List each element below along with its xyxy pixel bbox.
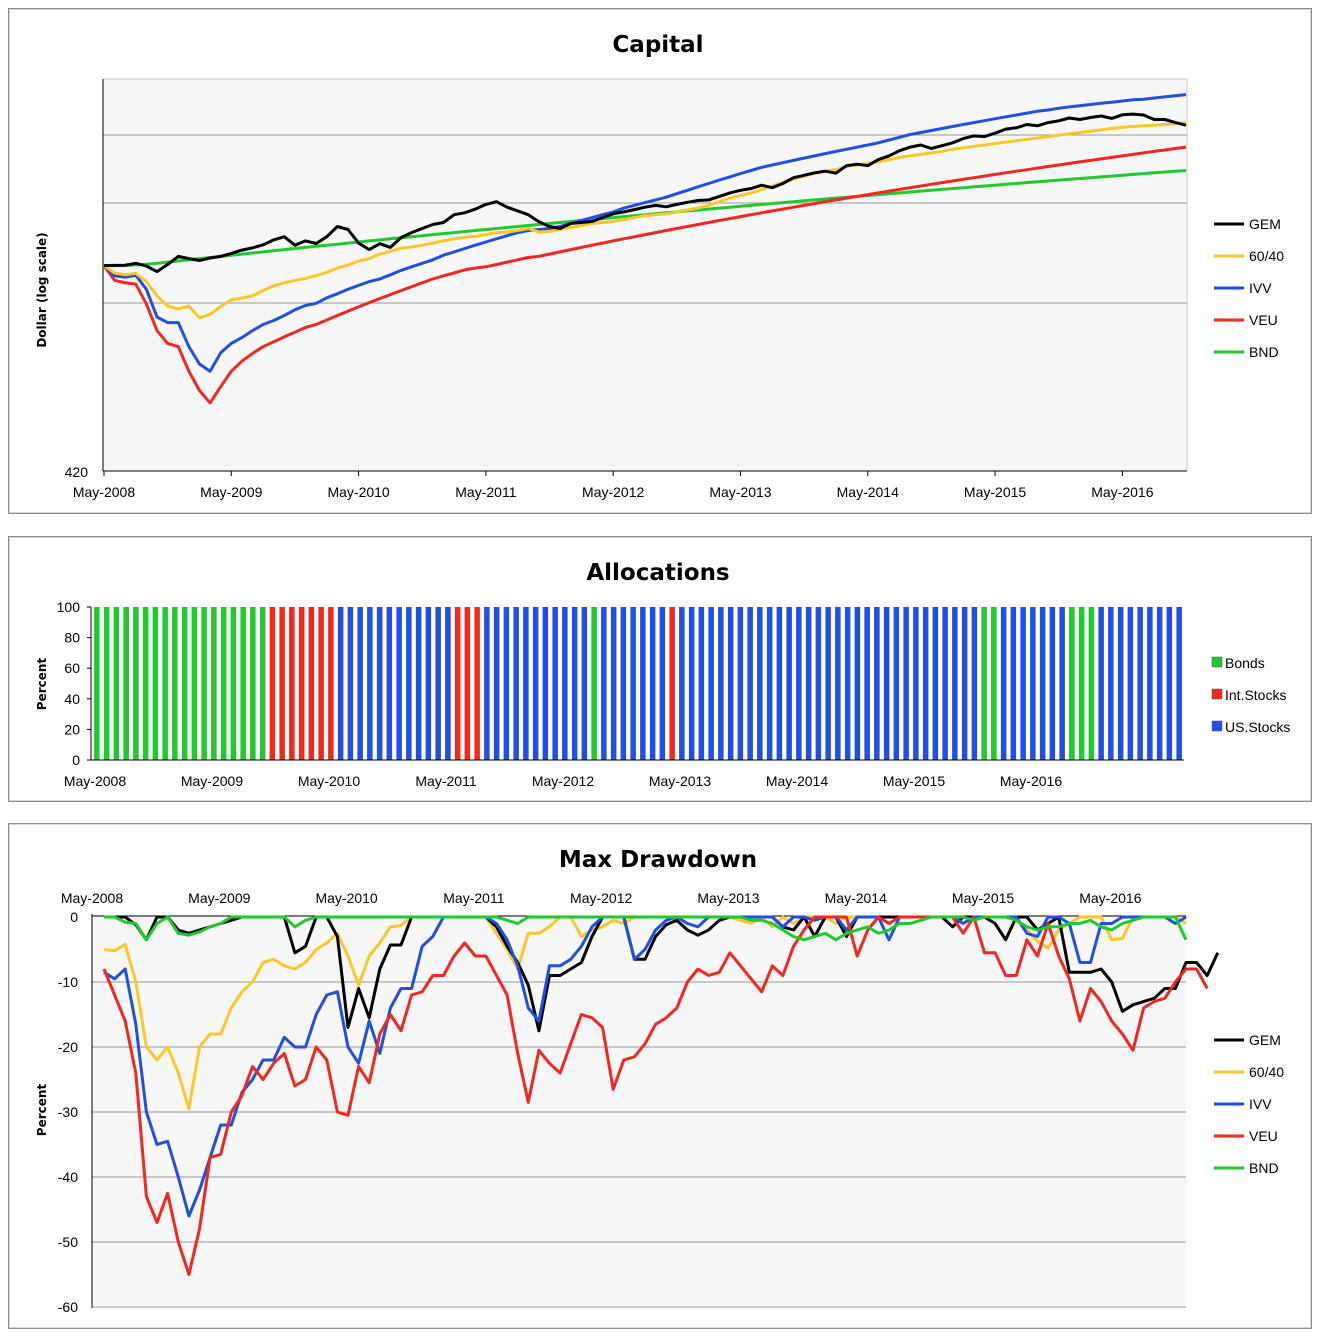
capital-chart-panel (8, 8, 1312, 514)
drawdown-chart-panel (8, 823, 1312, 1329)
allocations-chart-panel (8, 536, 1312, 802)
